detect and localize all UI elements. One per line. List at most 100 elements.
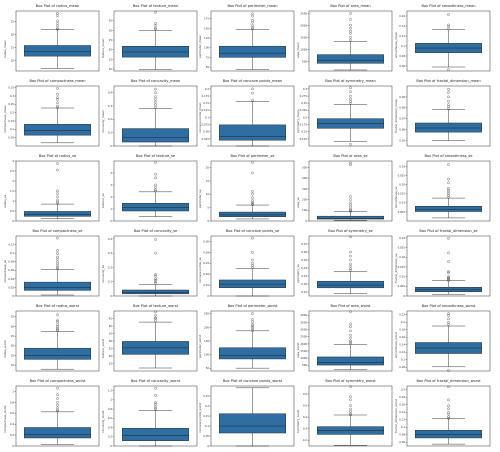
box-plot-svg: 0 0.2 0.4 0.6 0.8 1 — [10, 385, 100, 448]
y-tick-label: 0.125 — [300, 137, 308, 141]
outlier-point — [154, 310, 157, 314]
y-tick-label: 0.35 — [8, 86, 14, 90]
chart-title: Box Plot of area_mean — [330, 4, 371, 8]
y-tick-label: 0.15 — [301, 130, 307, 134]
outlier-point — [349, 195, 352, 198]
y-tick-label: 500 — [302, 59, 307, 63]
y-tick-label: 0 — [12, 294, 14, 298]
y-tick-label: 25 — [11, 19, 15, 23]
outlier-point — [154, 26, 157, 30]
y-tick-label: 0.14 — [399, 24, 405, 28]
y-axis-label: area_worst — [296, 342, 300, 358]
axes-frame — [113, 160, 198, 222]
outlier-point — [251, 324, 254, 328]
outlier-point — [447, 412, 450, 416]
y-axis-label: concave points_mean — [198, 102, 202, 133]
box-plot-svg: 0.05 0.06 0.07 0.08 0.09 — [399, 85, 491, 147]
chart-title: Box Plot of fractal_dimension_se — [419, 229, 478, 233]
box-plot-svg: 0 0.05 0.1 0.15 0.2 0.25 — [203, 385, 295, 448]
outlier-point — [251, 258, 254, 262]
box-plot-svg: 0 0.005 0.01 0.015 0.02 0.025 0.03 — [398, 235, 491, 298]
outlier-point — [251, 261, 254, 265]
outlier-point — [56, 93, 59, 96]
y-tick-label: 0 — [207, 219, 209, 223]
y-tick-label: 0.1 — [10, 251, 14, 255]
y-tick-label: 20 — [11, 32, 15, 36]
outlier-point — [251, 91, 254, 95]
y-tick-label: 2500 — [300, 335, 307, 339]
outlier-point — [154, 183, 157, 187]
iqr-box — [415, 287, 482, 292]
y-tick-label: 0.03 — [399, 164, 405, 168]
outlier-point — [447, 87, 450, 91]
y-tick-label: 0 — [110, 444, 112, 448]
y-tick-label: 20 — [11, 344, 15, 348]
box-plot-panel: Box Plot of area_se area_se 0 100 200 300 400 5… — [295, 154, 393, 227]
iqr-box — [122, 46, 189, 58]
outlier-point — [447, 410, 450, 414]
y-tick-label: 250 — [204, 312, 209, 316]
iqr-box — [122, 128, 189, 143]
box-plot-svg: 10 15 20 25 — [11, 10, 100, 72]
iqr-box — [415, 206, 482, 212]
outlier-point — [154, 91, 157, 94]
outlier-point — [154, 401, 157, 404]
chart-title: Box Plot of fractal_dimension_mean — [416, 79, 481, 83]
y-axis-label: perimeter_se — [198, 189, 202, 208]
outlier-point — [447, 163, 450, 166]
outlier-point — [349, 205, 352, 209]
iqr-box — [24, 124, 91, 136]
outlier-point — [349, 262, 352, 266]
outlier-point — [251, 318, 254, 321]
iqr-box — [317, 280, 384, 289]
chart-title: Box Plot of texture_worst — [132, 304, 179, 308]
outlier-point — [349, 398, 352, 402]
chart-title: Box Plot of compactness_mean — [29, 79, 86, 83]
outlier-point — [447, 317, 450, 321]
y-tick-label: 2 — [110, 195, 112, 199]
outlier-point — [56, 266, 59, 269]
outlier-point — [447, 270, 450, 273]
y-tick-label: 0.07 — [399, 117, 405, 121]
y-tick-label: 400 — [302, 176, 307, 180]
y-tick-label: 0.01 — [203, 283, 209, 287]
y-axis-label: smoothness_se — [394, 186, 398, 208]
y-tick-label: 0.2 — [303, 438, 307, 442]
y-tick-label: 0.01 — [301, 290, 307, 294]
y-tick-label: 0.25 — [301, 101, 307, 105]
y-tick-label: 0 — [207, 294, 209, 298]
box-plot-svg: 0 0.02 0.04 0.06 0.08 0.1 0.12 — [8, 235, 100, 298]
box-plot-panel: Box Plot of texture_se texture_se 0 1 2 3 4 — [100, 154, 198, 227]
y-tick-label: 0.2 — [10, 111, 14, 115]
axes-frame — [308, 85, 393, 147]
outlier-point — [349, 395, 352, 399]
iqr-box — [219, 347, 286, 360]
y-tick-label: 4 — [110, 171, 112, 175]
outlier-point — [56, 19, 59, 23]
y-tick-label: 0.04 — [8, 277, 14, 281]
chart-title: Box Plot of area_se — [333, 154, 368, 158]
y-tick-label: 35 — [109, 19, 113, 23]
y-tick-label: 0 — [12, 444, 14, 448]
y-tick-label: 35 — [11, 315, 15, 319]
y-tick-label: 0.08 — [8, 260, 14, 264]
y-tick-label: 0.12 — [399, 34, 405, 38]
outlier-point — [56, 162, 59, 165]
outlier-point — [447, 314, 450, 317]
y-tick-label: 30 — [109, 339, 113, 343]
outlier-point — [154, 277, 157, 281]
y-tick-label: 0.06 — [301, 250, 307, 254]
outlier-point — [447, 188, 450, 192]
axes-frame — [308, 385, 393, 447]
outlier-point — [251, 203, 254, 207]
box-plot-svg: 0.06 0.08 0.1 0.12 0.14 0.16 0.18 0.2 — [399, 385, 491, 447]
y-tick-label: 0.02 — [203, 272, 209, 276]
outlier-point — [447, 320, 450, 324]
box-plot-svg: 500 1000 1500 2000 2500 — [300, 10, 393, 72]
outlier-point — [154, 317, 157, 320]
outlier-point — [56, 22, 59, 25]
y-tick-label: 0.05 — [203, 239, 209, 243]
outlier-point — [56, 12, 59, 15]
chart-title: Box Plot of concavity_se — [133, 229, 178, 233]
box-plot-panel: Box Plot of symmetry_se symmetry_se 0.01 0.… — [295, 229, 393, 302]
